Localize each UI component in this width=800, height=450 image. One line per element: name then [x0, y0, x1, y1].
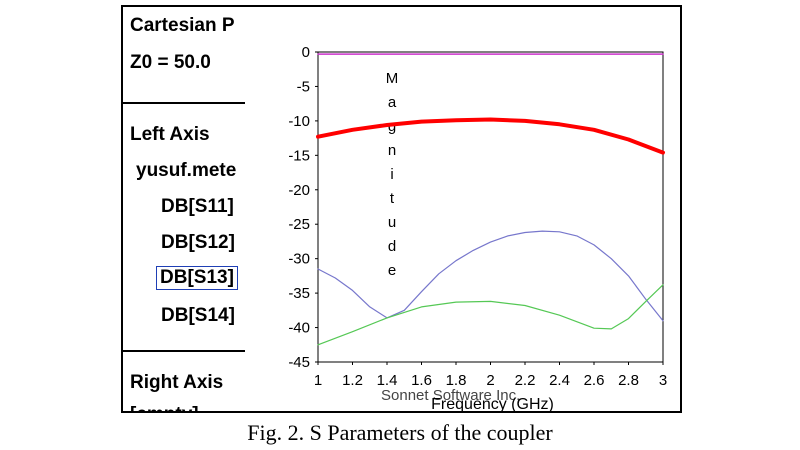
y-tick-label: -5: [297, 78, 310, 95]
series-line-s13: [317, 230, 664, 322]
left-axis-section: Left Axis yusuf.mete DB[S11] DB[S12] DB[…: [123, 104, 245, 352]
y-tick-label: -20: [288, 182, 310, 199]
y-axis-label-char: u: [388, 214, 396, 231]
x-tick-label: 1.2: [342, 372, 363, 389]
legend-header-section: Cartesian P Z0 = 50.0: [123, 7, 245, 104]
right-axis-section: Right Axis [empty]: [123, 352, 245, 411]
x-tick-label: 1.6: [411, 372, 432, 389]
y-tick-label: -10: [288, 113, 310, 130]
y-axis-label-char: d: [388, 238, 396, 255]
trace-s12[interactable]: DB[S12]: [161, 232, 235, 253]
plot-area: [317, 51, 664, 363]
x-tick-label: 1.4: [377, 372, 398, 389]
x-tick-label: 2.4: [549, 372, 570, 389]
y-axis-label-char: a: [388, 94, 397, 111]
x-tick-label: 2.2: [515, 372, 536, 389]
x-axis-label: Frequency (GHz): [431, 396, 554, 413]
legend-panel: Cartesian P Z0 = 50.0 Left Axis yusuf.me…: [123, 7, 245, 411]
y-tick-label: 0: [302, 44, 310, 61]
trace-s11[interactable]: DB[S11]: [161, 196, 234, 217]
y-axis-label-char: t: [390, 190, 395, 207]
x-tick-label: 2.8: [618, 372, 639, 389]
x-tick-label: 3: [659, 372, 667, 389]
trace-s13-selected[interactable]: DB[S13]: [156, 266, 238, 290]
right-axis-value: [empty]: [130, 404, 199, 411]
y-tick-label: -30: [288, 251, 310, 268]
figure-caption: Fig. 2. S Parameters of the coupler: [247, 420, 553, 445]
trace-s14[interactable]: DB[S14]: [161, 305, 235, 326]
left-axis-title: Left Axis: [130, 124, 210, 145]
x-tick-label: 2.6: [584, 372, 605, 389]
y-axis-label-char: e: [388, 262, 396, 279]
x-tick-label: 1.8: [446, 372, 467, 389]
y-axis-label-char: i: [390, 166, 393, 183]
y-tick-label: -25: [288, 216, 310, 233]
impedance-label: Z0 = 50.0: [130, 52, 211, 73]
y-axis-label-char: M: [386, 70, 399, 87]
y-axis-label-char: n: [388, 142, 396, 159]
x-tick-label: 1: [314, 372, 322, 389]
watermark: Sonnet Software Inc.: [381, 387, 520, 404]
y-tick-label: -45: [288, 354, 310, 371]
x-tick-label: 2: [486, 372, 494, 389]
project-name[interactable]: yusuf.mete: [136, 160, 237, 181]
s-parameter-graph-window: Cartesian P Z0 = 50.0 Left Axis yusuf.me…: [121, 5, 682, 413]
right-axis-title: Right Axis: [130, 372, 224, 393]
series-line-s12: [316, 117, 665, 155]
y-tick-label: -35: [288, 285, 310, 302]
y-tick-label: -15: [288, 147, 310, 164]
y-tick-label: -40: [288, 320, 310, 337]
graph-type-label: Cartesian P: [130, 15, 235, 36]
series-line-s14: [317, 284, 664, 346]
